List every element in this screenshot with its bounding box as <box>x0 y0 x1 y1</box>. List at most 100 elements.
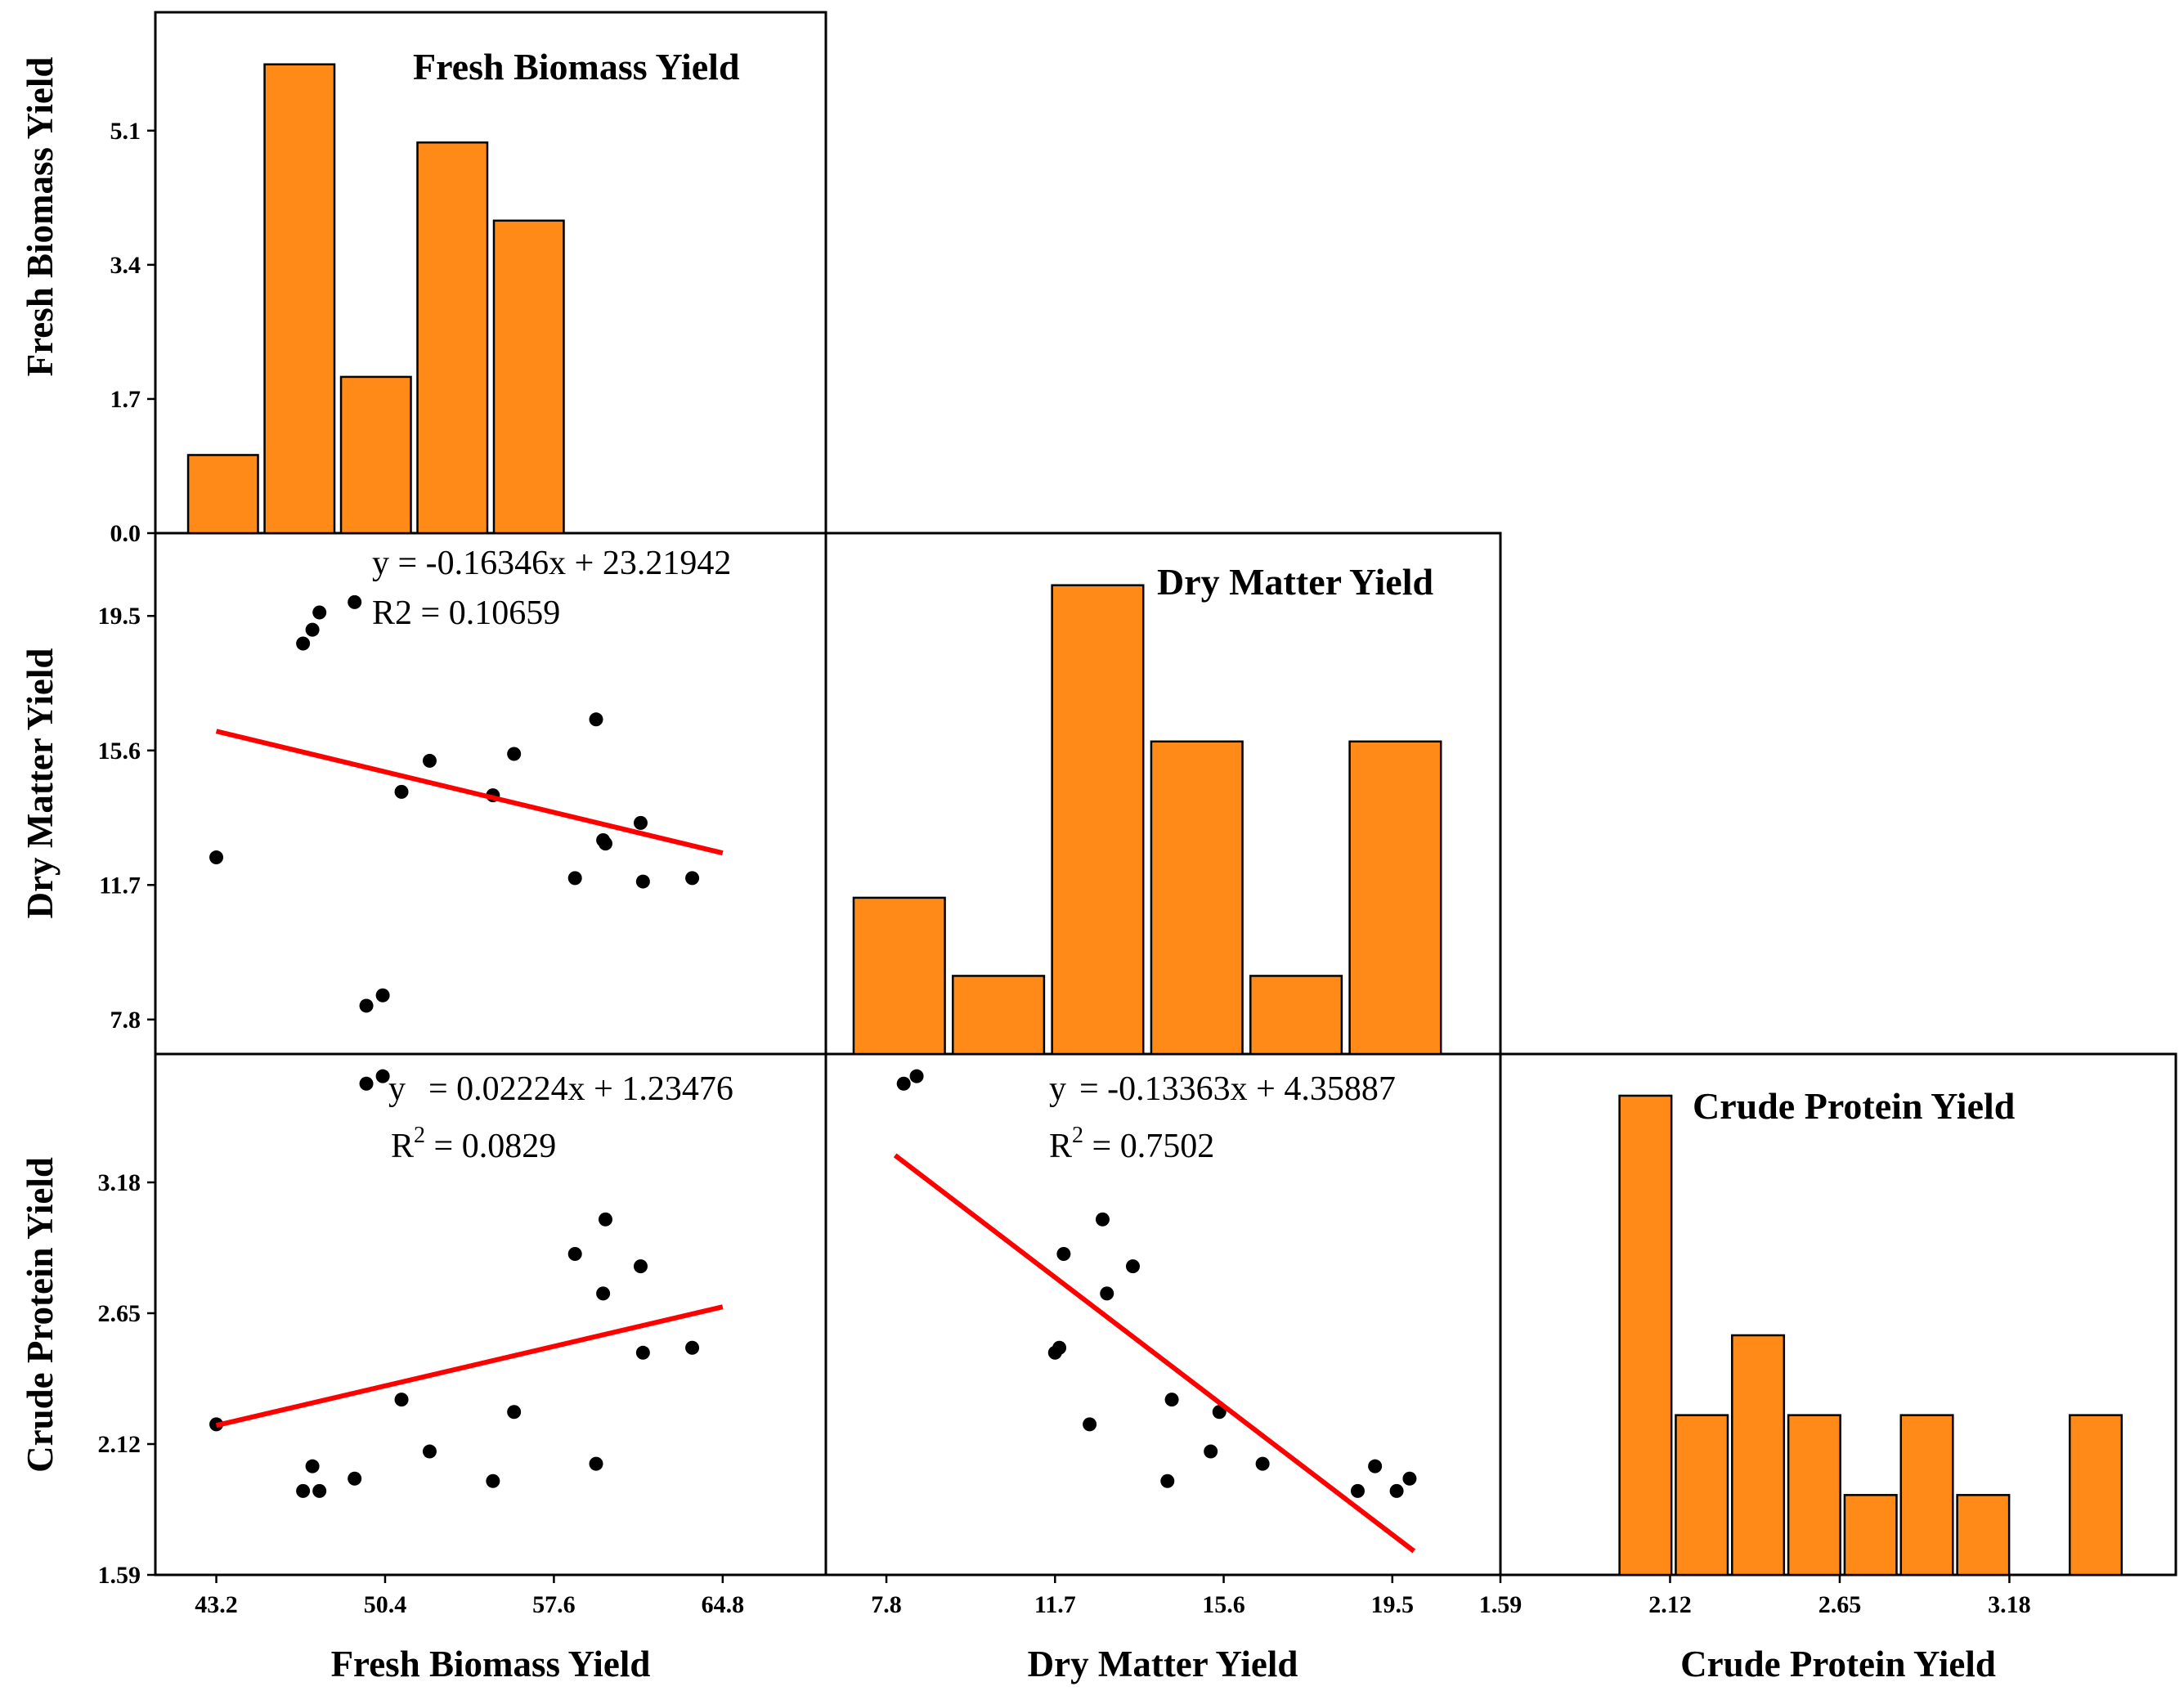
series-2-point-9 <box>1160 1473 1175 1488</box>
series-2-point-4 <box>1056 1247 1071 1262</box>
y-tick-label-0-1: 1.7 <box>110 386 141 413</box>
series-1-point-7 <box>394 1393 409 1407</box>
hist-0-bar-0 <box>186 454 259 535</box>
x-tick-label-2-1: 2.12 <box>1648 1591 1692 1618</box>
series-2-point-0 <box>896 1076 911 1091</box>
r2-dm-vs-fresh: R2 = 0.10659 <box>372 594 560 632</box>
hist-1-bar-5 <box>1348 740 1442 1056</box>
hist-2-bar-5 <box>1899 1414 1954 1577</box>
series-0-point-8 <box>422 753 437 768</box>
hist-2-bar-2 <box>1731 1334 1786 1577</box>
y-axis-title-dm: Dry Matter Yield <box>20 648 61 919</box>
series-1-point-9 <box>486 1473 500 1488</box>
series-0-point-15 <box>633 815 648 830</box>
series-2-point-17 <box>1402 1471 1417 1486</box>
x-tick-label-1-2: 15.6 <box>1202 1591 1245 1618</box>
r2-sup-cp-fresh: 2 <box>414 1123 425 1148</box>
equation-cp-vs-fresh: y = 0.02224x + 1.23476 <box>388 1070 733 1108</box>
series-1-point-17 <box>685 1340 700 1355</box>
r2-value-cp-dm: = 0.7502 <box>1083 1128 1214 1165</box>
series-1-point-12 <box>589 1456 603 1471</box>
y-tick-label-0-3: 5.1 <box>110 118 141 145</box>
x-tick-label-1-0: 7.8 <box>871 1591 902 1618</box>
r2-value-cp-fresh: = 0.0829 <box>425 1128 556 1165</box>
series-0-point-1 <box>296 636 311 651</box>
series-2-fit-line <box>893 1153 1416 1554</box>
series-1-point-4 <box>348 1471 362 1486</box>
y-tick-label-2-0: 1.59 <box>98 1562 141 1589</box>
series-1-point-1 <box>296 1483 311 1498</box>
eq-rest-cp-fresh: = 0.02224x + 1.23476 <box>428 1070 733 1108</box>
x-tick-label-0-1: 50.4 <box>364 1591 407 1618</box>
chart-marks: 0.0 1.7 3.4 5.1 7.8 11.7 15.6 19.5 1.59 2.12 2.65 3… <box>98 63 2123 1618</box>
series-2-point-10 <box>1164 1393 1179 1407</box>
series-0-point-4 <box>348 594 362 609</box>
series-1-point-15 <box>633 1259 648 1274</box>
series-0-point-3 <box>312 605 327 620</box>
series-1-point-5 <box>359 1076 374 1091</box>
x-tick-label-2-2: 2.65 <box>1819 1591 1862 1618</box>
series-2-point-8 <box>1125 1259 1140 1274</box>
series-0-point-0 <box>209 850 224 865</box>
hist-0-bar-2 <box>339 375 412 535</box>
y-tick-label-0-2: 3.4 <box>110 252 141 279</box>
series-0-point-6 <box>375 988 390 1002</box>
hist-2-bar-3 <box>1787 1414 1841 1577</box>
r2-sup-cp-dm: 2 <box>1072 1123 1083 1148</box>
series-1-point-16 <box>635 1345 650 1360</box>
series-1-point-14 <box>598 1212 612 1227</box>
series-1-point-2 <box>305 1459 320 1473</box>
x-tick-label-2-3: 3.18 <box>1988 1591 2031 1618</box>
equation-dm-vs-fresh: y = -0.16346x + 23.21942 <box>372 545 731 582</box>
r2-label-cp-dm: R <box>1049 1128 1072 1165</box>
hist-0-bar-1 <box>263 63 336 535</box>
y-tick-label-2-3: 3.18 <box>98 1169 141 1196</box>
series-2-point-1 <box>909 1069 924 1083</box>
hist-0-bar-4 <box>492 219 565 535</box>
series-0-point-2 <box>305 622 320 637</box>
series-0-point-17 <box>685 871 700 886</box>
series-1-point-3 <box>312 1483 327 1498</box>
y-tick-label-1-3: 19.5 <box>98 603 141 630</box>
y-axis-title-fresh: Fresh Biomass Yield <box>20 57 61 377</box>
series-2-point-16 <box>1389 1483 1404 1498</box>
series-1-point-13 <box>596 1286 611 1301</box>
hist-2-bar-0 <box>1618 1094 1673 1577</box>
hist-2-bar-6 <box>1956 1494 2011 1577</box>
panel-title-fresh: Fresh Biomass Yield <box>413 46 740 87</box>
hist-1-bar-3 <box>1150 740 1244 1056</box>
series-2-point-7 <box>1100 1286 1114 1301</box>
series-1-fit-line <box>215 1304 724 1429</box>
series-2-point-5 <box>1083 1417 1097 1432</box>
series-2-point-13 <box>1255 1456 1270 1471</box>
y-axis-title-cp: Crude Protein Yield <box>20 1157 61 1473</box>
x-tick-label-1-3: 19.5 <box>1371 1591 1415 1618</box>
series-1-point-8 <box>422 1444 437 1459</box>
y-tick-label-0-0: 0.0 <box>110 520 141 547</box>
hist-1-bar-4 <box>1249 975 1343 1056</box>
series-0-point-10 <box>507 747 522 761</box>
hist-1-bar-1 <box>952 975 1046 1056</box>
hist-1-bar-0 <box>852 896 946 1056</box>
eq-rest-cp-dm: = -0.13363x + 4.35887 <box>1079 1070 1396 1108</box>
x-axis-title-cp: Crude Protein Yield <box>1680 1644 1996 1684</box>
series-2-point-3 <box>1052 1340 1067 1355</box>
x-axis-title-fresh: Fresh Biomass Yield <box>331 1644 651 1684</box>
r2-label-cp-fresh: R <box>391 1128 414 1165</box>
hist-2-bar-4 <box>1843 1494 1898 1577</box>
series-2-point-15 <box>1368 1459 1383 1473</box>
r2-cp-vs-dm: R2 = 0.7502 <box>1049 1123 1214 1165</box>
series-0-point-12 <box>589 712 603 727</box>
series-2-point-14 <box>1350 1483 1365 1498</box>
y-tick-label-2-1: 2.12 <box>98 1431 141 1458</box>
series-1-point-6 <box>375 1069 390 1083</box>
x-tick-label-1-1: 11.7 <box>1034 1591 1076 1618</box>
x-tick-label-0-2: 57.6 <box>532 1591 576 1618</box>
series-2-point-11 <box>1204 1444 1218 1459</box>
y-tick-label-1-0: 7.8 <box>110 1007 141 1034</box>
x-tick-label-2-0: 1.59 <box>1479 1591 1523 1618</box>
series-1-point-10 <box>507 1405 522 1420</box>
series-1-point-11 <box>567 1247 582 1262</box>
hist-0-bar-3 <box>416 141 489 535</box>
